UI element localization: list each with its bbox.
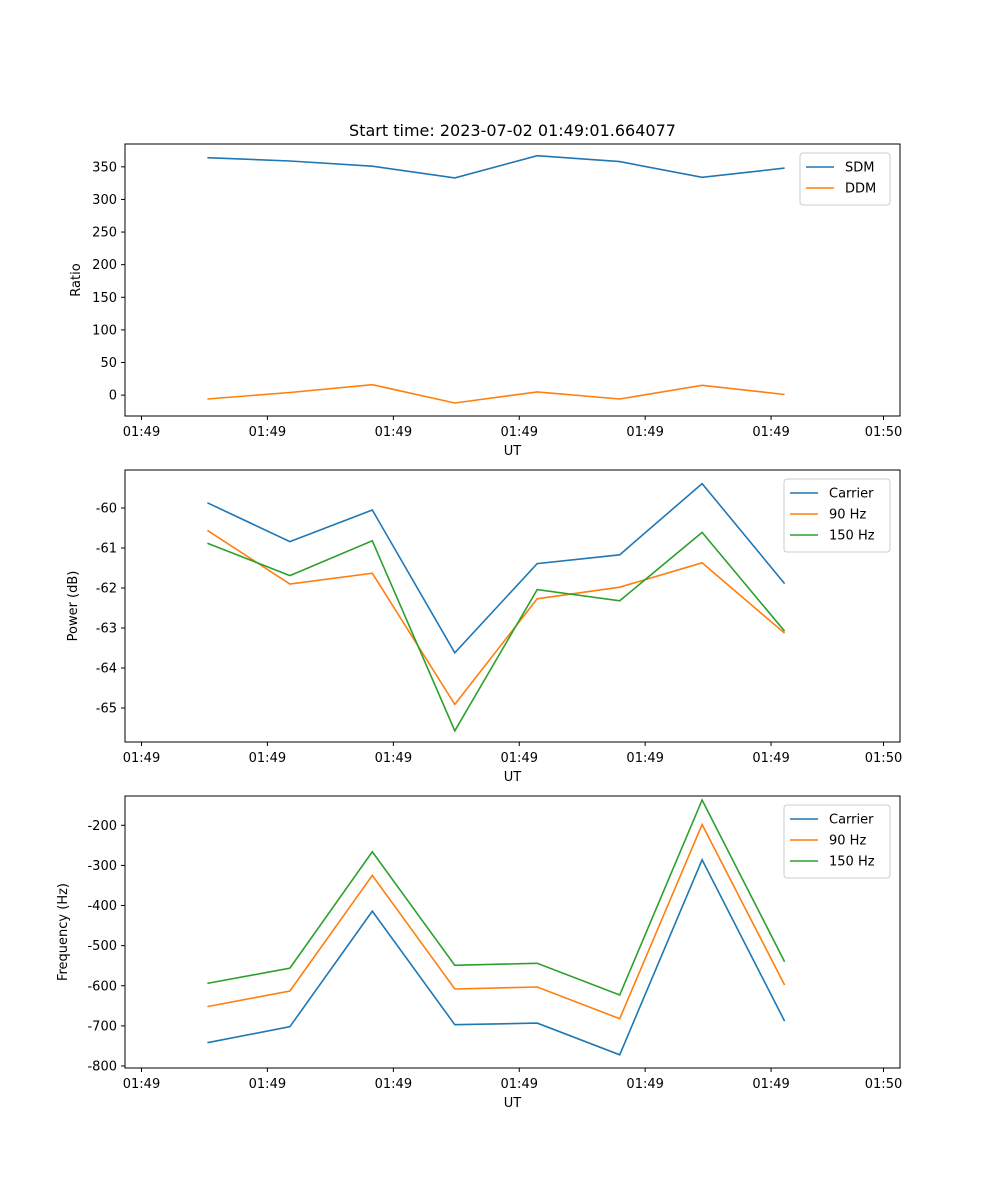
legend-label: 90 Hz: [829, 834, 866, 849]
series-line-90-hz: [207, 822, 786, 1020]
subplot-2: -60 -61 -62 -63 -64 -65 01:49 01:49 01:49 01:49 01…: [66, 469, 902, 785]
y-tick-label: -64: [96, 662, 117, 677]
legend-label: SDM: [845, 161, 874, 176]
y-tick-label: -200: [87, 819, 117, 834]
y-tick-label: 150: [92, 291, 117, 306]
x-tick-label: 01:49: [626, 751, 663, 766]
y-tick-label: -61: [96, 542, 117, 557]
y-tick-label: 350: [92, 160, 117, 175]
y-tick-label: -62: [96, 582, 117, 597]
y-tick-label: 300: [92, 193, 117, 208]
y-tick-label: -63: [96, 622, 117, 637]
x-axis-label: UT: [504, 444, 522, 459]
x-tick-label: 01:49: [123, 425, 160, 440]
plot-frame: [124, 795, 901, 1069]
x-axis-label: UT: [504, 1096, 522, 1111]
x-tick-label: 01:49: [375, 1077, 412, 1092]
y-axis-label: Ratio: [69, 263, 84, 296]
x-tick-label: 01:49: [123, 751, 160, 766]
legend-label: Carrier: [829, 487, 874, 502]
series-line-sdm: [207, 154, 785, 179]
subplot-3: -200 -300 -400 -500 -600 -700 -800 01:49 01:49 01…: [56, 795, 902, 1111]
x-tick-label: 01:49: [752, 425, 789, 440]
series-line-carrier: [207, 482, 786, 655]
x-tick-label: 01:50: [865, 425, 902, 440]
y-axis-label: Power (dB): [66, 571, 81, 642]
y-tick-label: -300: [87, 859, 117, 874]
y-tick-label: -65: [96, 702, 117, 717]
legend-label: DDM: [845, 182, 876, 197]
x-tick-label: 01:50: [865, 751, 902, 766]
plot-frame: [124, 469, 901, 743]
y-tick-label: -800: [87, 1059, 117, 1074]
legend-label: 150 Hz: [829, 855, 875, 870]
y-tick-label: 0: [109, 389, 117, 404]
legend: Carrier 90 Hz 150 Hz: [783, 804, 891, 879]
x-tick-label: 01:49: [375, 425, 412, 440]
y-tick-label: 100: [92, 323, 117, 338]
x-tick-label: 01:49: [501, 425, 538, 440]
x-tick-label: 01:49: [626, 425, 663, 440]
x-tick-label: 01:49: [626, 1077, 663, 1092]
legend: SDM DDM: [799, 152, 891, 206]
y-tick-label: -500: [87, 939, 117, 954]
series-line-ddm: [207, 383, 785, 404]
y-tick-label: -60: [96, 502, 117, 517]
legend-box: [799, 152, 891, 206]
plot-frame: [124, 143, 901, 417]
legend-label: 90 Hz: [829, 508, 866, 523]
y-tick-label: 250: [92, 226, 117, 241]
x-tick-label: 01:50: [865, 1077, 902, 1092]
x-tick-label: 01:49: [123, 1077, 160, 1092]
series-line-150-hz: [207, 798, 786, 997]
series-line-150-hz: [207, 531, 786, 733]
y-tick-label: -400: [87, 899, 117, 914]
legend-label: Carrier: [829, 813, 874, 828]
x-tick-label: 01:49: [249, 751, 286, 766]
y-tick-label: 200: [92, 258, 117, 273]
y-axis-label: Frequency (Hz): [56, 883, 71, 981]
x-tick-label: 01:49: [501, 1077, 538, 1092]
legend-box: [783, 478, 891, 553]
x-axis-label: UT: [504, 770, 522, 785]
x-tick-label: 01:49: [249, 1077, 286, 1092]
legend-box: [783, 804, 891, 879]
x-tick-label: 01:49: [375, 751, 412, 766]
x-tick-label: 01:49: [752, 751, 789, 766]
x-tick-label: 01:49: [501, 751, 538, 766]
x-tick-label: 01:49: [249, 425, 286, 440]
y-tick-label: -700: [87, 1019, 117, 1034]
subplot-1: Start time: 2023-07-02 01:49:01.664077 0 5…: [69, 121, 902, 459]
y-tick-label: 50: [100, 356, 117, 371]
x-tick-label: 01:49: [752, 1077, 789, 1092]
y-tick-label: -600: [87, 979, 117, 994]
chart-title: Start time: 2023-07-02 01:49:01.664077: [349, 121, 676, 140]
legend-label: 150 Hz: [829, 529, 875, 544]
series-line-90-hz: [206, 529, 786, 706]
legend: Carrier 90 Hz 150 Hz: [783, 478, 891, 553]
series-line-carrier: [207, 857, 786, 1056]
